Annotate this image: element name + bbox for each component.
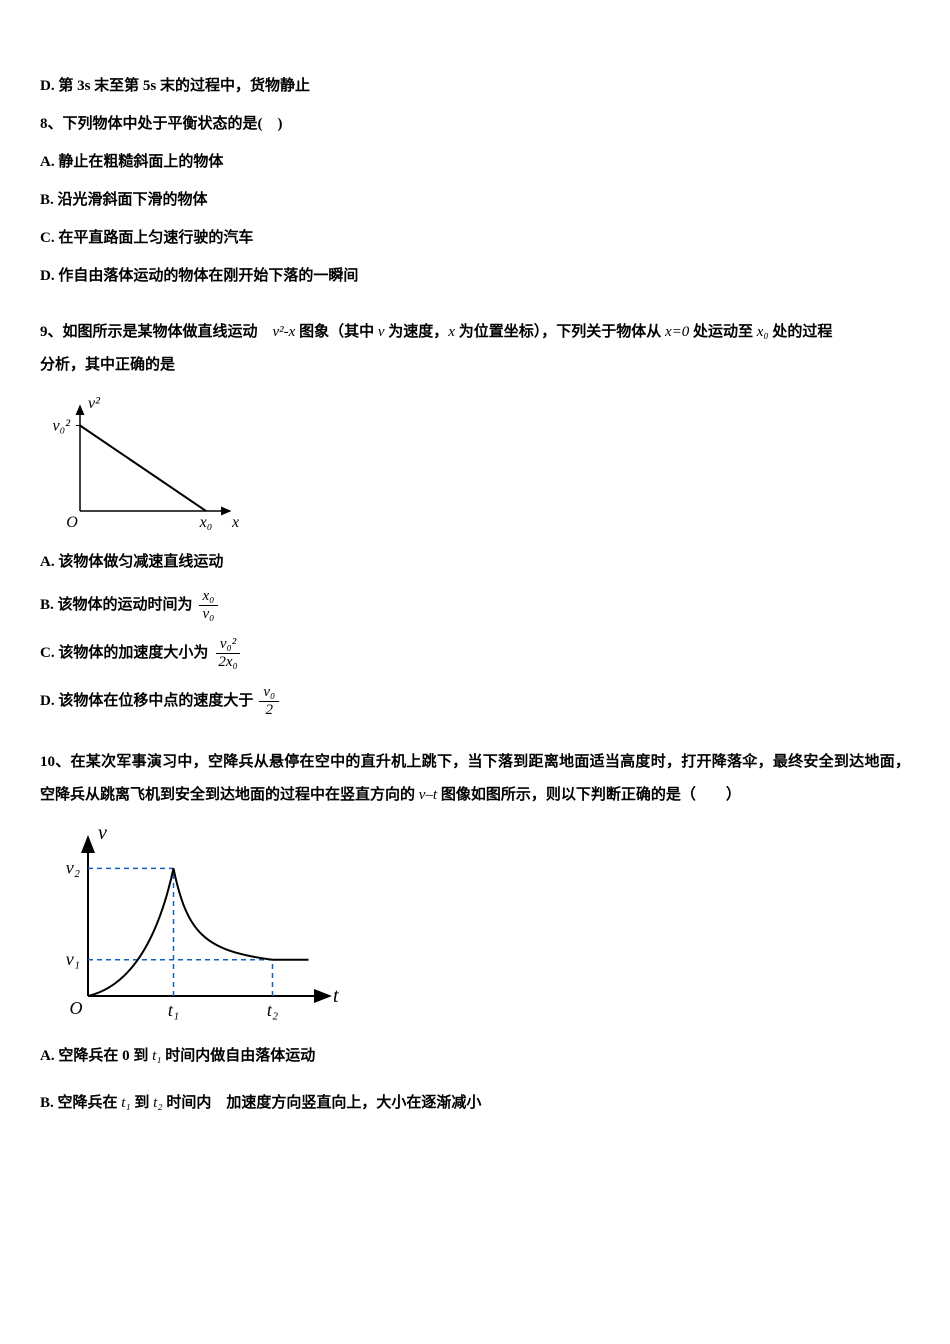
q10-opt-b: B. 空降兵在 t₁ 到 t₂ 时间内 加速度方向竖直向上，大小在逐渐减小 <box>40 1087 910 1120</box>
q8-opt-a: A. 静止在粗糙斜面上的物体 <box>40 150 910 174</box>
q9-stem-pre: 9、如图所示是某物体做直线运动 <box>40 324 273 340</box>
q9-opt-b-pre: B. 该物体的运动时间为 <box>40 593 193 617</box>
q10b-post: 时间内 加速度方向竖直向上，大小在逐渐减小 <box>163 1095 482 1111</box>
q9-opt-c: C. 该物体的加速度大小为 v₀² 2x₀ <box>40 636 910 670</box>
q10-figure: Ot v v₁ v₂ t₁ t₂ <box>40 826 910 1026</box>
q9-stem: 9、如图所示是某物体做直线运动 v²-x 图象（其中 v 为速度，x 为位置坐标… <box>40 316 910 382</box>
q7-opt-d: D. 第 3s 末至第 5s 末的过程中，货物静止 <box>40 74 910 98</box>
svg-text:x₀: x₀ <box>199 514 213 531</box>
q9-opt-b: B. 该物体的运动时间为 x₀ v₀ <box>40 588 910 622</box>
q10b-t2: t₂ <box>153 1095 162 1111</box>
q9-opt-c-num: v₀² <box>216 636 240 654</box>
q9-opt-c-pre: C. 该物体的加速度大小为 <box>40 641 208 665</box>
q9-mid5: 处的过程 <box>769 324 833 340</box>
q9-opt-d-frac: v₀ 2 <box>259 684 279 718</box>
svg-text:v₁: v₁ <box>66 949 80 969</box>
q9-line2: 分析，其中正确的是 <box>40 357 175 373</box>
q10-stem: 10、在某次军事演习中，空降兵从悬停在空中的直升机上跳下，当下落到距离地面适当高… <box>40 746 910 812</box>
q9-opt-d-num: v₀ <box>259 684 279 702</box>
q8-stem: 8、下列物体中处于平衡状态的是( ) <box>40 112 910 136</box>
q9-figure: Ox v² v₀² x₀ <box>40 396 910 536</box>
q9-opt-c-den: 2x₀ <box>214 654 241 671</box>
svg-text:v₂: v₂ <box>66 857 80 877</box>
svg-text:v²: v² <box>88 396 101 412</box>
q9-opt-b-num: x₀ <box>199 588 219 606</box>
svg-text:t: t <box>333 985 339 1007</box>
svg-text:O: O <box>70 998 83 1018</box>
q9-opt-d: D. 该物体在位移中点的速度大于 v₀ 2 <box>40 684 910 718</box>
q9-opt-b-frac: x₀ v₀ <box>199 588 219 622</box>
svg-text:t₁: t₁ <box>168 1000 179 1020</box>
q9-opt-c-frac: v₀² 2x₀ <box>214 636 241 670</box>
q9-v: v <box>378 324 385 340</box>
q10a-pre: A. 空降兵在 0 到 <box>40 1048 152 1064</box>
q9-mid3: 为位置坐标），下列关于物体从 <box>455 324 665 340</box>
q9-mid1: 图象（其中 <box>295 324 378 340</box>
q9-opt-a: A. 该物体做匀减速直线运动 <box>40 550 910 574</box>
svg-text:O: O <box>66 514 78 531</box>
q10a-post: 时间内做自由落体运动 <box>161 1048 315 1064</box>
q10-l2-post: 图像如图所示，则以下判断正确的是（ ） <box>437 787 741 803</box>
q9-opt-b-den: v₀ <box>199 606 219 623</box>
q9-mid2: 为速度， <box>385 324 449 340</box>
q9-mid4: 处运动至 <box>689 324 757 340</box>
q9-opt-d-den: 2 <box>262 702 278 719</box>
q9-x: x <box>448 324 455 340</box>
q9-opt-d-pre: D. 该物体在位移中点的速度大于 <box>40 689 253 713</box>
q8-opt-b: B. 沿光滑斜面下滑的物体 <box>40 188 910 212</box>
svg-text:t₂: t₂ <box>267 1000 278 1020</box>
svg-text:v₀²: v₀² <box>53 418 72 435</box>
q8-opt-d: D. 作自由落体运动的物体在刚开始下落的一瞬间 <box>40 264 910 288</box>
svg-text:v: v <box>98 826 107 844</box>
q10b-pre: B. 空降兵在 <box>40 1095 121 1111</box>
q10-l1: 10、在某次军事演习中，空降兵从悬停在空中的直升机上跳下，当下落到距离地面适当高… <box>40 754 849 770</box>
q10b-t1: t₁ <box>121 1095 130 1111</box>
svg-text:x: x <box>231 514 239 531</box>
q9-x0b: x₀ <box>757 324 769 340</box>
q8-opt-c: C. 在平直路面上匀速行驶的汽车 <box>40 226 910 250</box>
q9-v2x: v²-x <box>273 324 296 340</box>
q9-xeq0: x=0 <box>665 324 689 340</box>
q10-vt: v–t <box>419 787 437 803</box>
q10b-mid: 到 <box>131 1095 154 1111</box>
q10-opt-a: A. 空降兵在 0 到 t₁ 时间内做自由落体运动 <box>40 1040 910 1073</box>
